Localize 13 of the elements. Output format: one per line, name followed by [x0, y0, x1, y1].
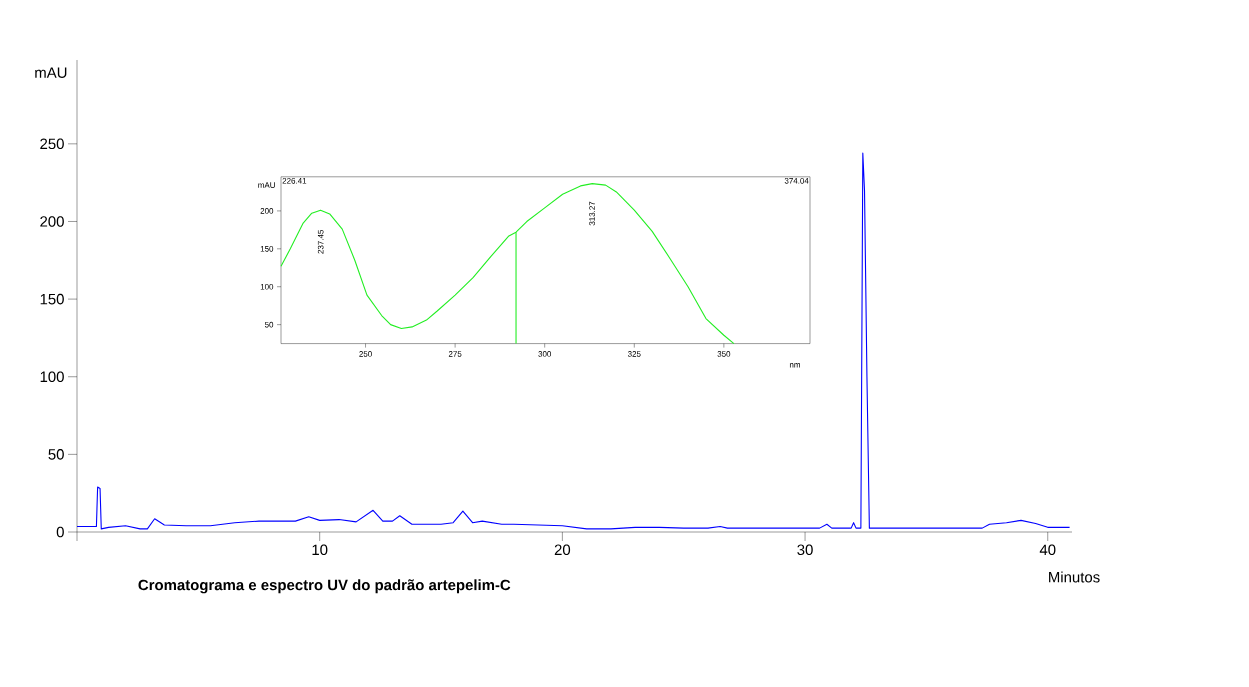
y-tick-label: 250	[40, 138, 64, 150]
y-axis-title: mAU	[35, 67, 67, 78]
x-tick-label: 20	[554, 544, 571, 556]
y-tick-label: 150	[40, 293, 64, 305]
y-tick-label: 50	[48, 449, 64, 460]
text: Cromatograma e espectro UV do padrão artepelim-C	[138, 579, 511, 594]
x-tick-label: 40	[1039, 544, 1056, 556]
x-axis-title: Minutos	[1049, 571, 1100, 583]
y-tick-label: 100	[40, 371, 64, 383]
y-tick-label: 200	[40, 216, 64, 227]
y-tick-label: 0	[56, 526, 64, 538]
x-tick-label: 10	[312, 544, 328, 556]
x-tick-label: 30	[797, 544, 813, 556]
